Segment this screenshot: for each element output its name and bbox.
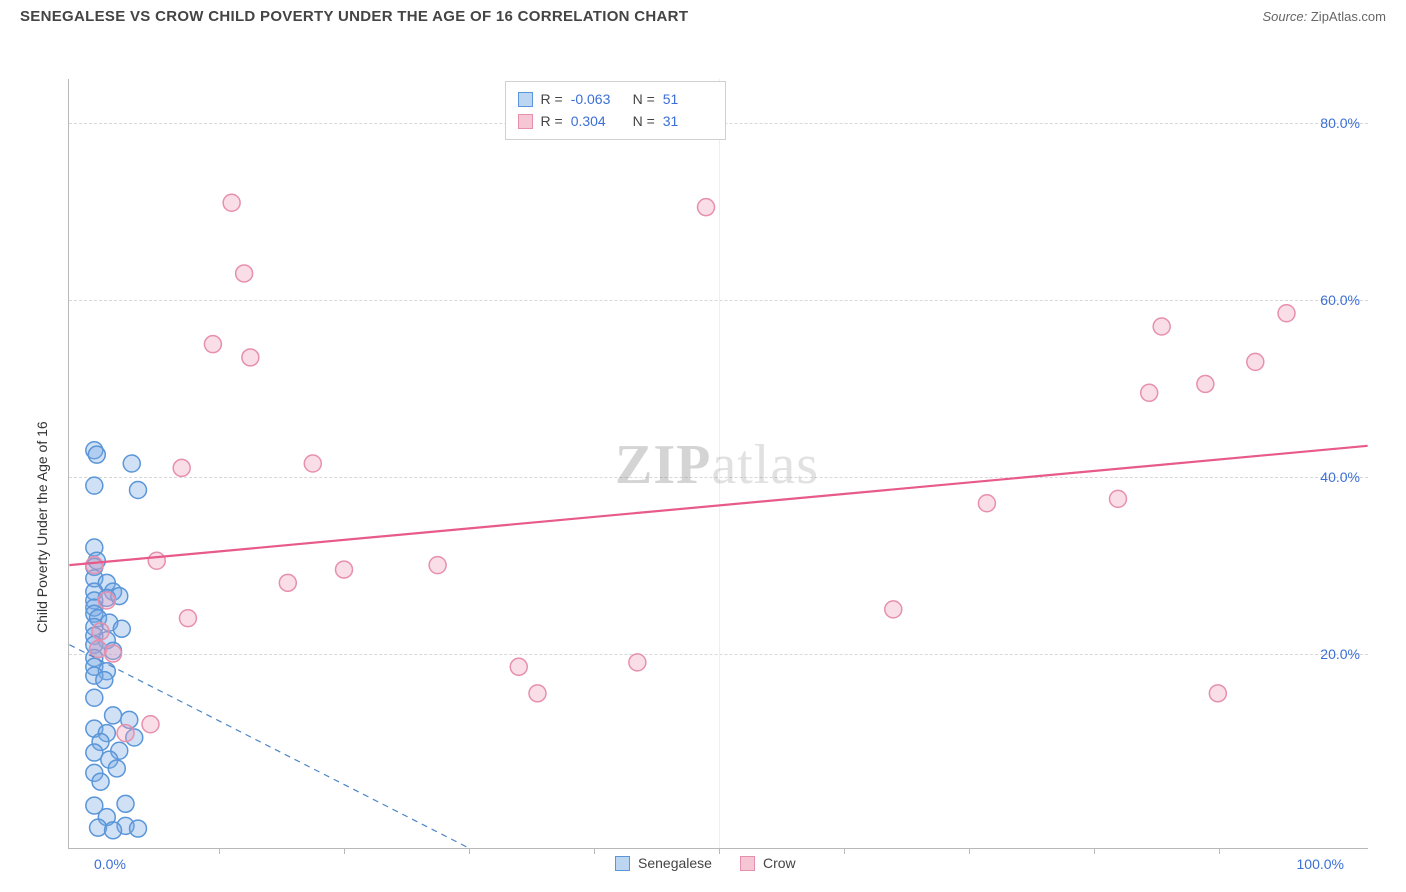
data-point bbox=[529, 685, 546, 702]
series-legend: Senegalese Crow bbox=[615, 855, 796, 871]
chart-title: SENEGALESE VS CROW CHILD POVERTY UNDER T… bbox=[20, 8, 688, 25]
xtick-minor bbox=[1219, 848, 1220, 854]
data-point bbox=[88, 446, 105, 463]
data-point bbox=[179, 610, 196, 627]
data-point bbox=[1141, 384, 1158, 401]
correlation-legend: R = -0.063 N = 51 R = 0.304 N = 31 bbox=[505, 81, 726, 140]
data-point bbox=[236, 265, 253, 282]
data-point bbox=[978, 495, 995, 512]
correlation-legend-row: R = 0.304 N = 31 bbox=[518, 110, 713, 132]
legend-r-value: 0.304 bbox=[571, 110, 621, 132]
data-point bbox=[117, 725, 134, 742]
data-point bbox=[130, 820, 147, 837]
legend-n-value: 31 bbox=[663, 110, 713, 132]
legend-swatch bbox=[615, 856, 630, 871]
legend-n-label: N = bbox=[629, 110, 655, 132]
chart-source: Source: ZipAtlas.com bbox=[1262, 9, 1386, 24]
series-legend-label: Crow bbox=[763, 855, 796, 871]
data-point bbox=[698, 199, 715, 216]
data-point bbox=[173, 459, 190, 476]
data-point bbox=[117, 795, 134, 812]
data-point bbox=[1209, 685, 1226, 702]
data-point bbox=[1247, 353, 1264, 370]
data-point bbox=[304, 455, 321, 472]
data-point bbox=[1197, 375, 1214, 392]
data-point bbox=[204, 336, 221, 353]
data-point bbox=[86, 557, 103, 574]
legend-r-value: -0.063 bbox=[571, 88, 621, 110]
data-point bbox=[105, 707, 122, 724]
data-point bbox=[108, 760, 125, 777]
plot-svg bbox=[69, 79, 1368, 848]
legend-swatch bbox=[518, 92, 533, 107]
data-point bbox=[1153, 318, 1170, 335]
legend-r-label: R = bbox=[541, 110, 563, 132]
data-point bbox=[510, 658, 527, 675]
data-point bbox=[242, 349, 259, 366]
data-point bbox=[98, 592, 115, 609]
data-point bbox=[86, 477, 103, 494]
xtick-label: 100.0% bbox=[1297, 856, 1344, 872]
data-point bbox=[113, 620, 130, 637]
data-point bbox=[629, 654, 646, 671]
data-point bbox=[885, 601, 902, 618]
source-name: ZipAtlas.com bbox=[1311, 9, 1386, 24]
data-point bbox=[142, 716, 159, 733]
chart-header: SENEGALESE VS CROW CHILD POVERTY UNDER T… bbox=[0, 0, 1406, 29]
xtick-minor bbox=[219, 848, 220, 854]
xtick-minor bbox=[1094, 848, 1095, 854]
xtick-minor bbox=[594, 848, 595, 854]
series-legend-item: Senegalese bbox=[615, 855, 712, 871]
legend-r-label: R = bbox=[541, 88, 563, 110]
plot-area: 20.0%40.0%60.0%80.0%0.0%100.0%ZIPatlasR … bbox=[68, 79, 1368, 849]
xtick-minor bbox=[344, 848, 345, 854]
data-point bbox=[96, 672, 113, 689]
data-point bbox=[1278, 305, 1295, 322]
xtick-minor bbox=[469, 848, 470, 854]
series-legend-label: Senegalese bbox=[638, 855, 712, 871]
data-point bbox=[1109, 490, 1126, 507]
legend-n-value: 51 bbox=[663, 88, 713, 110]
data-point bbox=[90, 819, 107, 836]
xtick-label: 0.0% bbox=[94, 856, 126, 872]
data-point bbox=[86, 689, 103, 706]
data-point bbox=[130, 482, 147, 499]
legend-n-label: N = bbox=[629, 88, 655, 110]
data-point bbox=[429, 557, 446, 574]
data-point bbox=[335, 561, 352, 578]
data-point bbox=[223, 194, 240, 211]
correlation-legend-row: R = -0.063 N = 51 bbox=[518, 88, 713, 110]
legend-swatch bbox=[518, 114, 533, 129]
xtick-minor bbox=[969, 848, 970, 854]
data-point bbox=[279, 574, 296, 591]
xtick-minor bbox=[719, 848, 720, 854]
series-legend-item: Crow bbox=[740, 855, 796, 871]
source-prefix: Source: bbox=[1262, 9, 1310, 24]
data-point bbox=[105, 645, 122, 662]
y-axis-label: Child Poverty Under the Age of 16 bbox=[34, 422, 50, 634]
data-point bbox=[148, 552, 165, 569]
data-point bbox=[92, 623, 109, 640]
trend-line bbox=[69, 446, 1367, 565]
xtick-minor bbox=[844, 848, 845, 854]
legend-swatch bbox=[740, 856, 755, 871]
data-point bbox=[92, 773, 109, 790]
data-point bbox=[105, 822, 122, 839]
data-point bbox=[123, 455, 140, 472]
chart-area: 20.0%40.0%60.0%80.0%0.0%100.0%ZIPatlasR … bbox=[20, 35, 1388, 889]
